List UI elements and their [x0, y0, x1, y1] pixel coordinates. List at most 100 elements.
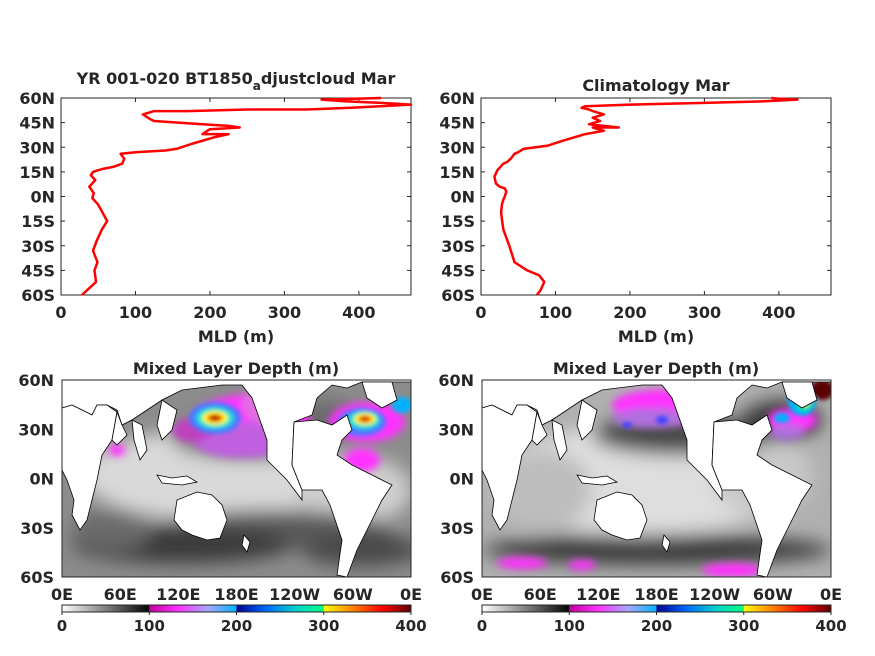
x-tick-label: 400 [342, 303, 375, 322]
series-line [493, 96, 799, 296]
x-axis-label: MLD (m) [198, 327, 274, 346]
land-new-zealand [661, 534, 671, 553]
land-masses [62, 380, 411, 577]
land-arabia [111, 410, 128, 446]
lat-label: 60N [18, 371, 54, 390]
land-africa [62, 404, 118, 531]
y-tick-label: 60S [441, 286, 475, 305]
colorbar-segment [656, 605, 745, 612]
lat-label: 30N [438, 420, 474, 439]
colorbar-segment [743, 605, 832, 612]
colorbar: 0 100 200 300 400 [477, 604, 847, 635]
colorbar-segment [149, 605, 237, 612]
land-america [711, 414, 813, 577]
land-masses [482, 380, 831, 577]
lon-label: 60E [104, 585, 137, 604]
land-australia [593, 491, 648, 541]
colorbar-bar [481, 604, 832, 613]
y-tick-label: 60N [439, 89, 475, 108]
colorbar-tick-label: 400 [395, 617, 426, 635]
profile-panel-model: YR 001-020 BT1850adjustcloud Mar 0 100 200… [19, 69, 413, 346]
land-se-asia [156, 399, 178, 441]
map-panel-model: Mixed Layer Depth (m) [18, 359, 426, 635]
y-tick-label: 45S [441, 261, 475, 280]
lon-label: 120W [269, 585, 320, 604]
colorbar-segment [62, 605, 150, 612]
y-tick-label: 15S [21, 212, 55, 231]
y-ticks: 60N 45N 30N 15N 0N 15S 30S 45S 60S [439, 89, 831, 305]
y-tick-label: 60S [21, 286, 55, 305]
x-tick-label: 100 [539, 303, 572, 322]
y-ticks: 60N 45N 30N 15N 0N 15S 30S 45S 60S [19, 89, 411, 305]
y-tick-label: 30S [441, 237, 475, 256]
plot-area [480, 97, 832, 296]
colorbar-tick-label: 300 [728, 617, 759, 635]
lat-label: 60S [20, 568, 54, 587]
map-panel-climatology: Mixed Layer Depth (m) [438, 359, 846, 635]
land-africa [482, 404, 538, 531]
x-tick-label: 300 [688, 303, 721, 322]
x-tick-label: 100 [119, 303, 152, 322]
lon-label: 180E [214, 585, 258, 604]
y-tick-label: 45S [21, 261, 55, 280]
colorbar-ticks: 0 100 200 300 400 [57, 612, 427, 635]
x-tick-label: 300 [268, 303, 301, 322]
lon-label: 0E [820, 585, 842, 604]
x-tick-label: 0 [55, 303, 66, 322]
land-america [291, 414, 393, 577]
colorbar-tick-label: 0 [57, 617, 67, 635]
colorbar-ticks: 0 100 200 300 400 [477, 612, 847, 635]
map-frame [61, 379, 412, 578]
land-arabia [531, 410, 548, 446]
profile-panel-climatology: Climatology Mar 0 100 200 300 400 60N 45N 30N 1… [439, 76, 832, 346]
y-tick-label: 30N [19, 138, 55, 157]
map-title-model: Mixed Layer Depth (m) [133, 359, 339, 378]
land-indonesia [156, 474, 199, 486]
y-tick-label: 0N [450, 188, 475, 207]
profile-title-climatology: Climatology Mar [582, 76, 729, 95]
land-india [131, 419, 148, 461]
x-tick-label: 400 [762, 303, 795, 322]
lat-labels: 60N 30N 0N 30S 60S [18, 371, 54, 587]
lat-label: 30S [20, 519, 54, 538]
lon-label: 0E [51, 585, 73, 604]
series-line [81, 96, 413, 296]
lon-label: 0E [400, 585, 422, 604]
y-tick-label: 30S [21, 237, 55, 256]
land-se-asia [576, 399, 598, 441]
land-greenland [781, 381, 818, 409]
x-tick-label: 200 [613, 303, 646, 322]
y-tick-label: 15S [441, 212, 475, 231]
lat-label: 60N [438, 371, 474, 390]
y-tick-label: 15N [19, 163, 55, 182]
map-field [482, 380, 831, 577]
x-tick-label: 0 [475, 303, 486, 322]
x-ticks: 0 100 200 300 400 [55, 98, 376, 322]
y-tick-label: 45N [439, 114, 475, 133]
lon-label: 120W [689, 585, 740, 604]
lat-label: 0N [29, 470, 54, 489]
lon-labels: 0E 60E 120E 180E 120W 60W 0E [51, 585, 422, 604]
lon-labels: 0E 60E 120E 180E 120W 60W 0E [471, 585, 842, 604]
y-tick-label: 45N [19, 114, 55, 133]
lon-label: 60W [753, 585, 793, 604]
y-tick-label: 60N [19, 89, 55, 108]
lon-label: 60W [333, 585, 373, 604]
map-field [62, 380, 411, 577]
colorbar-tick-label: 100 [134, 617, 165, 635]
colorbar-tick-label: 200 [221, 617, 252, 635]
land-australia [173, 491, 228, 541]
x-ticks: 0 100 200 300 400 [475, 98, 796, 322]
lat-label: 60S [440, 568, 474, 587]
colorbar-tick-label: 0 [477, 617, 487, 635]
lat-label: 0N [449, 470, 474, 489]
lat-label: 30N [18, 420, 54, 439]
lon-label: 120E [156, 585, 200, 604]
lon-label: 180E [634, 585, 678, 604]
colorbar-segment [482, 605, 570, 612]
colorbar-tick-label: 400 [815, 617, 846, 635]
colorbar-tick-label: 300 [308, 617, 339, 635]
land-indonesia [576, 474, 619, 486]
colorbar: 0 100 200 300 400 [57, 604, 427, 635]
